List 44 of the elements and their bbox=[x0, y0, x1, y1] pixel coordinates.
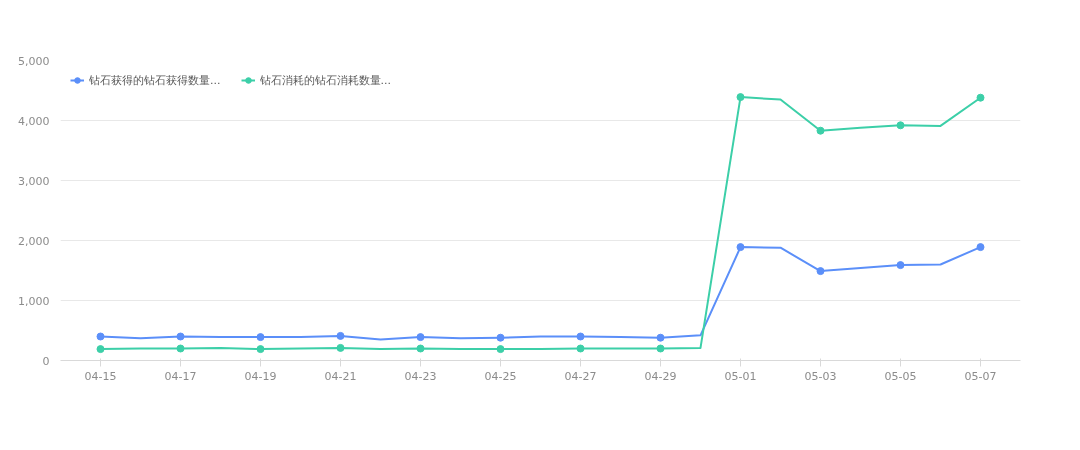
x-tick-label: 04-29 bbox=[644, 369, 677, 383]
point bbox=[976, 93, 985, 102]
point bbox=[736, 243, 745, 252]
point bbox=[416, 344, 425, 353]
x-tick-label: 05-01 bbox=[724, 369, 757, 383]
point bbox=[816, 267, 825, 276]
x-tick-label: 04-21 bbox=[324, 369, 357, 383]
x-tick-label: 04-17 bbox=[164, 369, 197, 383]
point bbox=[96, 332, 105, 341]
x-tick-label: 04-23 bbox=[404, 369, 437, 383]
x-tick-label: 05-03 bbox=[804, 369, 837, 383]
point bbox=[176, 344, 185, 353]
point bbox=[896, 121, 905, 130]
point bbox=[576, 344, 585, 353]
point bbox=[336, 343, 345, 352]
x-tick-label: 05-07 bbox=[964, 369, 997, 383]
point bbox=[96, 345, 105, 354]
x-tick-label: 04-15 bbox=[84, 369, 117, 383]
y-tick-label: 3,000 bbox=[18, 174, 50, 188]
x-tick-label: 04-25 bbox=[484, 369, 517, 383]
point bbox=[496, 333, 505, 342]
legend-label: 钻石消耗的钻石消耗数量... bbox=[259, 72, 391, 88]
x-tick-label: 04-27 bbox=[564, 369, 597, 383]
y-tick-label: 5,000 bbox=[18, 54, 50, 68]
y-tick-label: 0 bbox=[42, 354, 50, 368]
point bbox=[256, 345, 265, 354]
point bbox=[896, 261, 905, 270]
y-tick-label: 1,000 bbox=[18, 294, 50, 308]
y-tick-label: 2,000 bbox=[18, 234, 50, 248]
x-tick-label: 04-19 bbox=[244, 369, 277, 383]
point bbox=[656, 333, 665, 342]
legend-label: 钻石获得的钻石获得数量... bbox=[89, 72, 221, 88]
point bbox=[416, 333, 425, 342]
point bbox=[576, 332, 585, 341]
point bbox=[976, 243, 985, 252]
point bbox=[256, 333, 265, 342]
point bbox=[736, 93, 745, 102]
y-tick-label: 4,000 bbox=[18, 114, 50, 128]
point bbox=[336, 331, 345, 340]
point bbox=[176, 332, 185, 341]
point bbox=[656, 344, 665, 353]
x-tick-label: 05-05 bbox=[884, 369, 917, 383]
point bbox=[816, 126, 825, 135]
point bbox=[496, 345, 505, 354]
